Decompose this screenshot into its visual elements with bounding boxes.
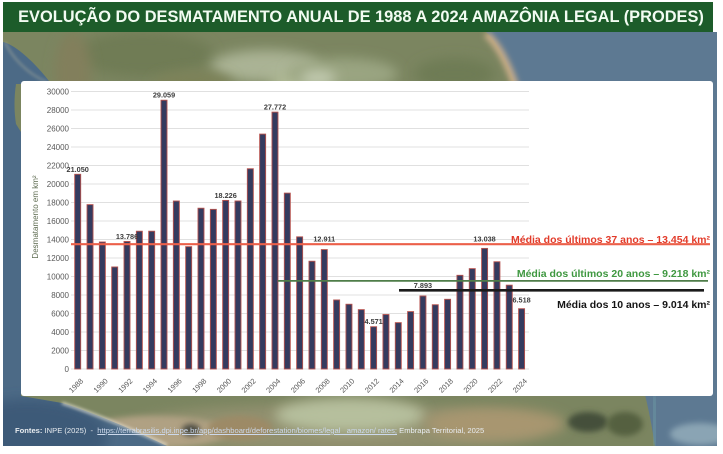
svg-text:2020: 2020 bbox=[462, 377, 480, 395]
svg-text:12000: 12000 bbox=[47, 254, 70, 263]
svg-text:29.059: 29.059 bbox=[153, 91, 175, 100]
svg-text:1990: 1990 bbox=[92, 377, 110, 395]
svg-text:2002: 2002 bbox=[240, 377, 258, 395]
svg-text:28000: 28000 bbox=[47, 106, 70, 115]
svg-text:2000: 2000 bbox=[51, 346, 69, 355]
svg-text:26000: 26000 bbox=[47, 124, 70, 133]
svg-text:10000: 10000 bbox=[47, 272, 70, 281]
svg-text:2010: 2010 bbox=[338, 377, 356, 395]
svg-text:1992: 1992 bbox=[116, 377, 134, 395]
svg-text:1998: 1998 bbox=[190, 377, 208, 395]
svg-text:4000: 4000 bbox=[51, 328, 69, 337]
svg-text:2006: 2006 bbox=[289, 377, 307, 395]
svg-text:Média dos 10 anos – 9.014 km²: Média dos 10 anos – 9.014 km² bbox=[557, 299, 710, 311]
svg-text:18000: 18000 bbox=[47, 198, 70, 207]
svg-text:Média dos últimos 20 anos – 9.: Média dos últimos 20 anos – 9.218 km² bbox=[517, 268, 711, 280]
svg-text:2012: 2012 bbox=[363, 377, 381, 395]
svg-text:2022: 2022 bbox=[486, 377, 504, 395]
svg-text:2024: 2024 bbox=[511, 377, 529, 395]
svg-text:24000: 24000 bbox=[47, 143, 70, 152]
svg-text:27.772: 27.772 bbox=[264, 103, 286, 112]
svg-text:21.050: 21.050 bbox=[67, 165, 89, 174]
svg-text:14000: 14000 bbox=[47, 235, 70, 244]
svg-text:2000: 2000 bbox=[215, 377, 233, 395]
svg-text:2004: 2004 bbox=[264, 377, 282, 395]
svg-text:2018: 2018 bbox=[437, 377, 455, 395]
svg-text:2016: 2016 bbox=[412, 377, 430, 395]
svg-text:2008: 2008 bbox=[314, 377, 332, 395]
svg-text:Média dos últimos 37 anos – 13: Média dos últimos 37 anos – 13.454 km² bbox=[511, 234, 710, 246]
svg-text:12.911: 12.911 bbox=[313, 235, 335, 244]
svg-text:Desmatamento em km²: Desmatamento em km² bbox=[31, 175, 40, 258]
svg-text:13.038: 13.038 bbox=[473, 235, 495, 244]
svg-text:16000: 16000 bbox=[47, 217, 70, 226]
svg-text:6.518: 6.518 bbox=[512, 296, 530, 305]
svg-text:22000: 22000 bbox=[47, 161, 70, 170]
svg-text:7.893: 7.893 bbox=[414, 281, 432, 290]
svg-text:8000: 8000 bbox=[51, 291, 69, 300]
svg-text:6000: 6000 bbox=[51, 309, 69, 318]
svg-text:0: 0 bbox=[65, 365, 70, 374]
svg-text:1988: 1988 bbox=[67, 377, 85, 395]
svg-text:4.571: 4.571 bbox=[364, 317, 382, 326]
svg-text:1996: 1996 bbox=[166, 377, 184, 395]
svg-text:13.786: 13.786 bbox=[116, 232, 138, 241]
svg-text:1994: 1994 bbox=[141, 377, 159, 395]
svg-text:2014: 2014 bbox=[388, 377, 406, 395]
svg-text:20000: 20000 bbox=[47, 180, 70, 189]
svg-text:18.226: 18.226 bbox=[214, 191, 236, 200]
svg-text:30000: 30000 bbox=[47, 87, 70, 96]
